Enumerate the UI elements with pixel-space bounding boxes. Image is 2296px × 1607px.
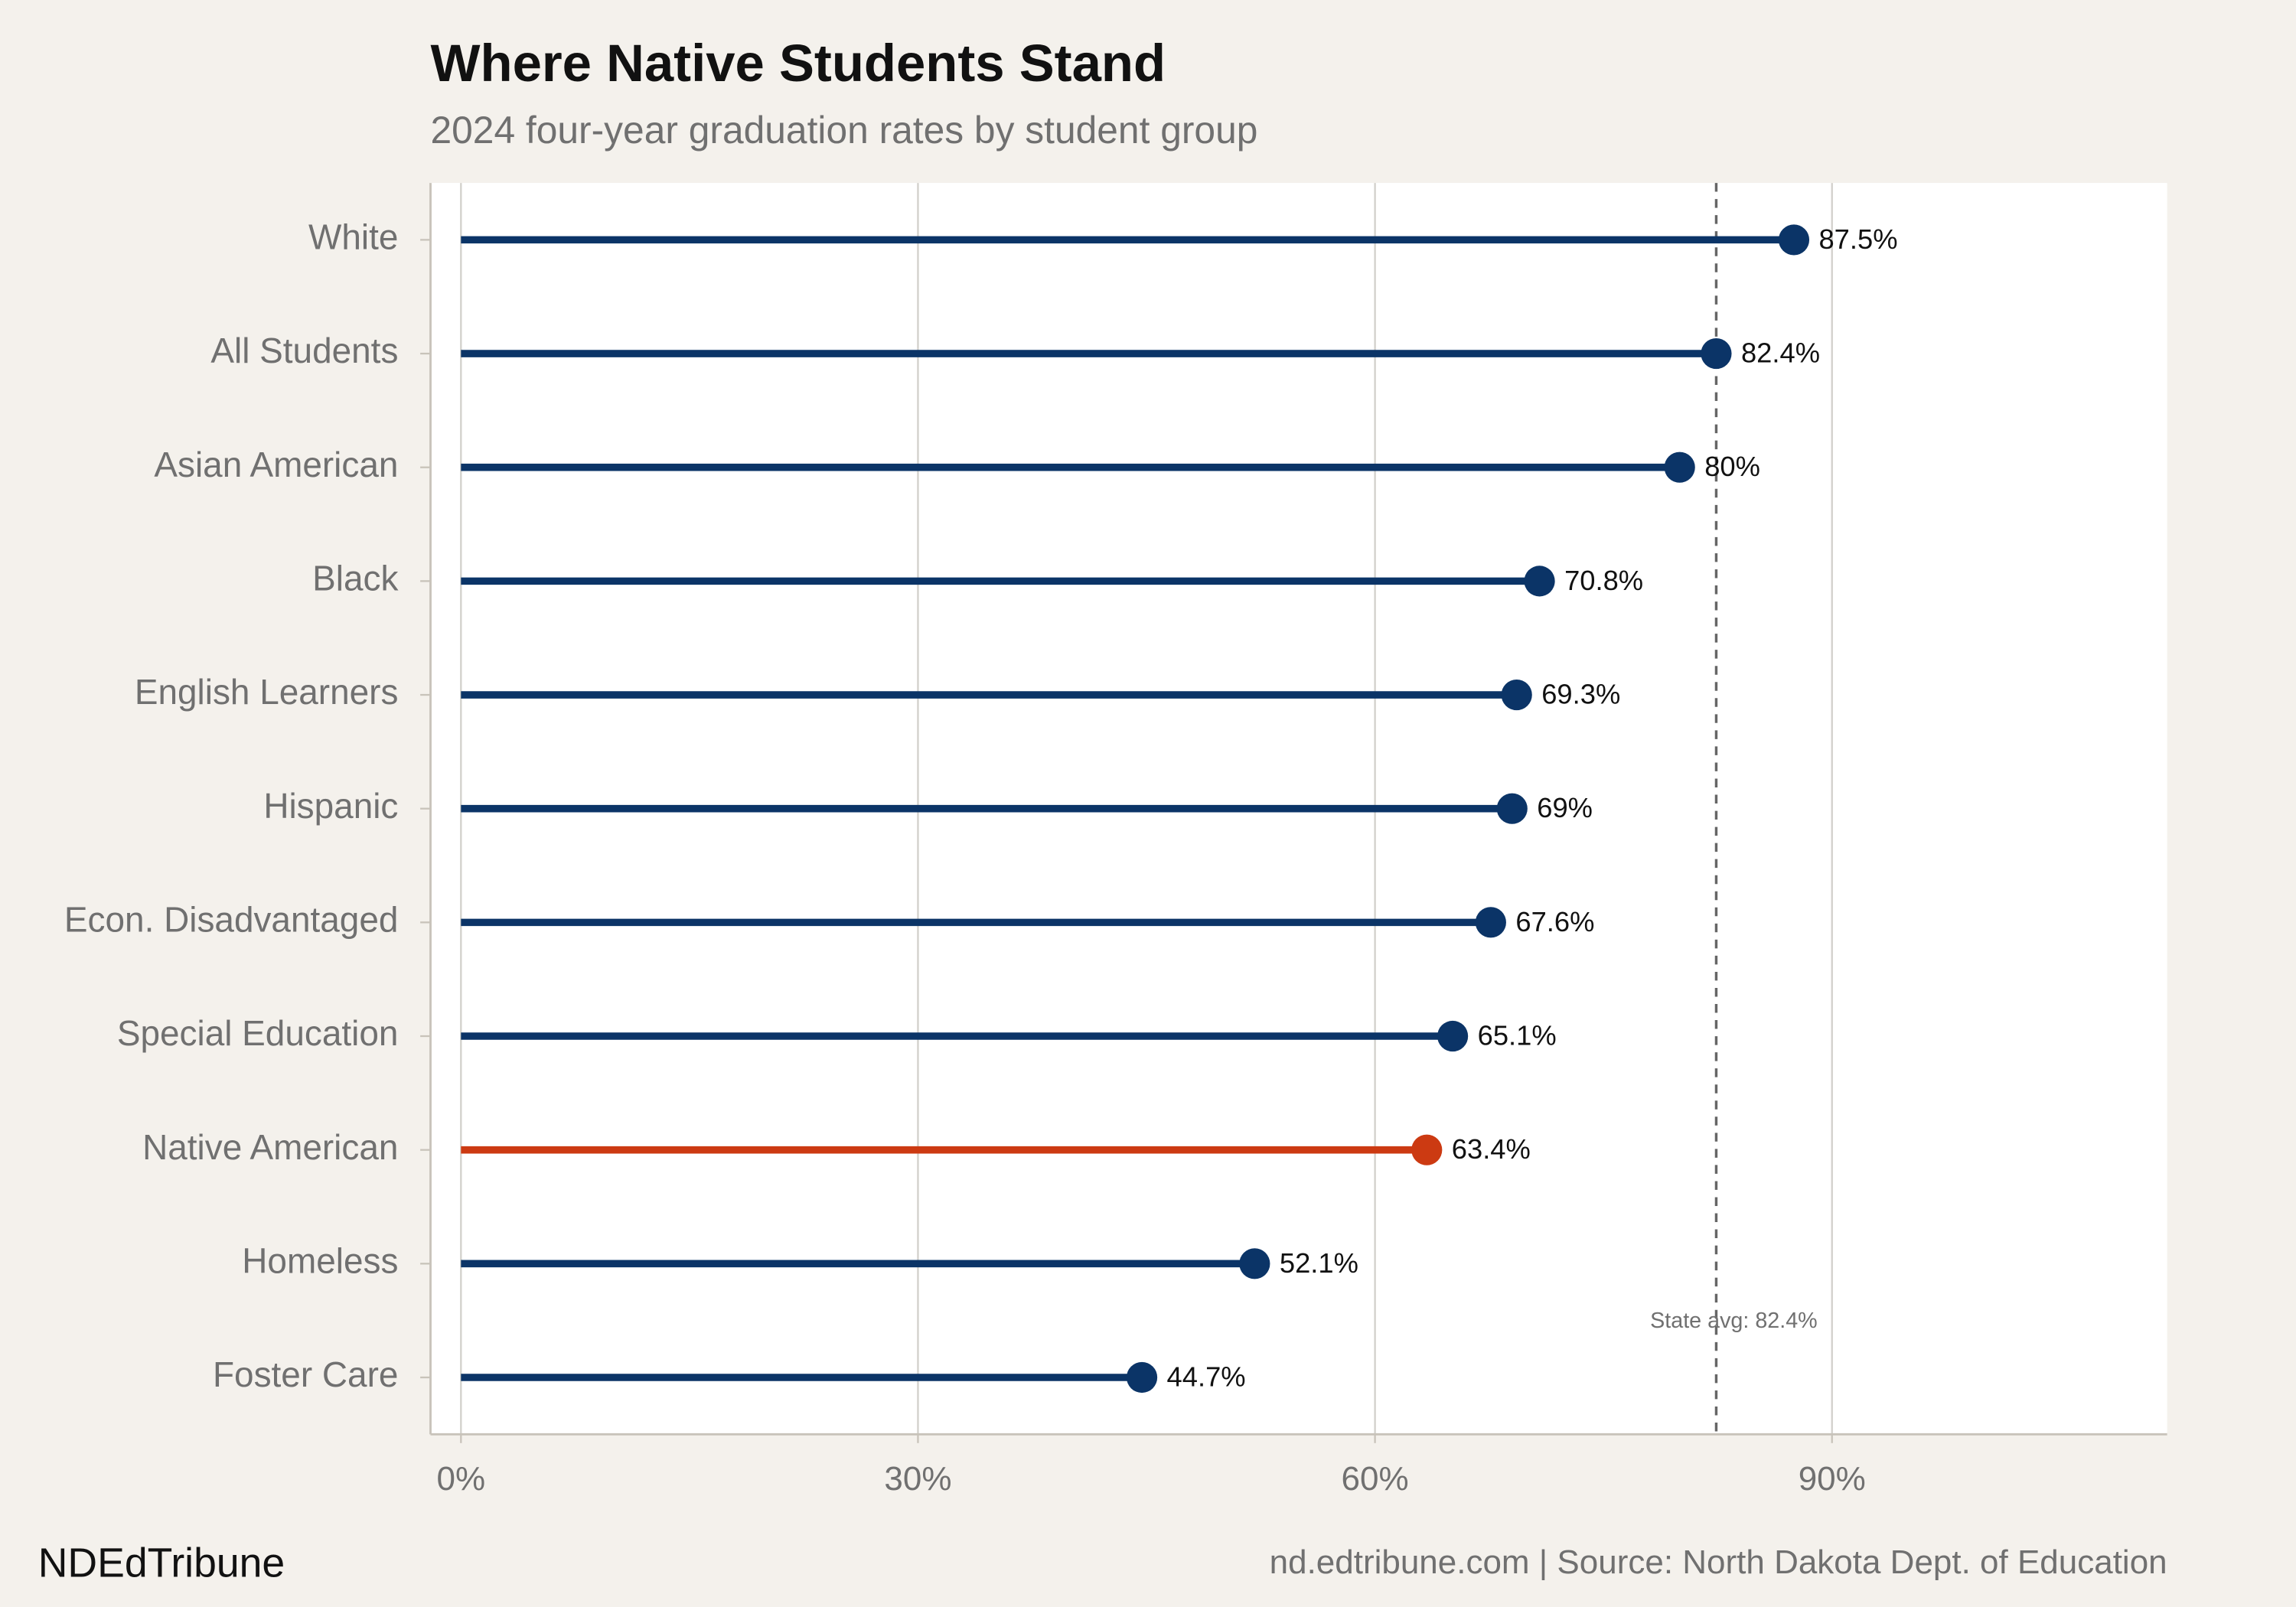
lollipop-dot [1496,793,1528,824]
source-note: nd.edtribune.com | Source: North Dakota … [1270,1543,2167,1581]
lollipop-dot [1239,1248,1270,1279]
y-tick-label: English Learners [135,672,399,712]
lollipop-dot [1437,1020,1469,1052]
x-tick-label: 30% [884,1460,951,1498]
value-label: 69.3% [1541,679,1620,710]
value-label: 69% [1537,792,1593,823]
y-tick-label: White [308,217,398,257]
y-tick-label: Black [312,559,399,598]
lollipop-dot [1664,451,1695,483]
y-tick-label: Native American [142,1127,398,1167]
chart-subtitle: 2024 four-year graduation rates by stude… [431,109,1258,152]
y-tick-label: Asian American [154,445,398,484]
y-tick-label: Econ. Disadvantaged [64,899,398,939]
lollipop-dot [1411,1134,1443,1165]
value-label: 80% [1704,451,1760,482]
x-tick-label: 0% [437,1460,486,1498]
y-tick-label: Foster Care [213,1354,398,1394]
value-label: 52.1% [1280,1247,1358,1279]
brand: NDEdTribune [38,1541,285,1586]
chart-title: Where Native Students Stand [431,34,1166,93]
lollipop-dot [1524,566,1555,597]
value-label: 70.8% [1564,565,1643,596]
value-label: 87.5% [1818,223,1897,255]
y-tick-label: Special Education [117,1013,399,1053]
value-label: 65.1% [1478,1020,1557,1051]
y-tick-label: Homeless [242,1240,398,1280]
lollipop-dot [1475,907,1506,938]
lollipop-dot [1778,224,1810,256]
y-tick-label: Hispanic [263,786,398,826]
value-label: 67.6% [1515,906,1594,937]
reference-label: State avg: 82.4% [1650,1309,1818,1333]
y-tick-label: All Students [210,331,398,370]
lollipop-dot [1701,337,1732,370]
value-label: 63.4% [1452,1133,1531,1165]
x-tick-label: 60% [1342,1460,1409,1498]
value-label: 44.7% [1167,1361,1246,1392]
x-tick-label: 90% [1799,1460,1866,1498]
lollipop-dot [1501,679,1532,711]
lollipop-dot [1126,1361,1158,1393]
value-label: 82.4% [1741,337,1820,369]
